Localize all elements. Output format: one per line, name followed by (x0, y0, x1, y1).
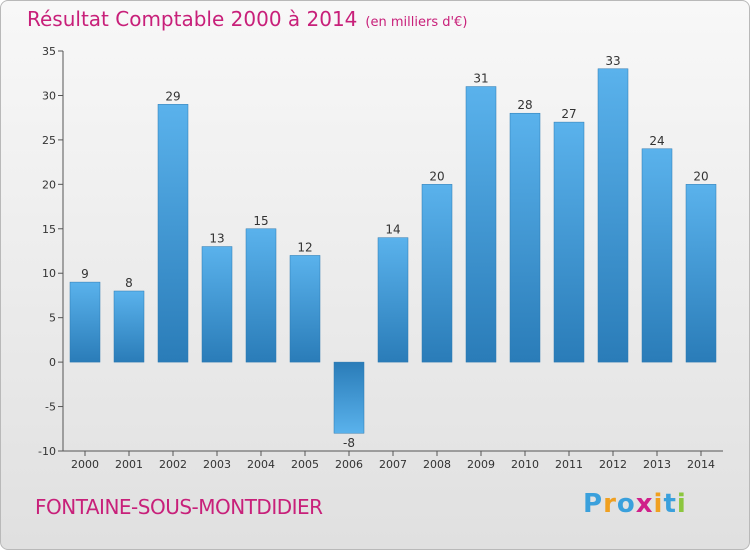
chart-title: Résultat Comptable 2000 à 2014 (en millie… (27, 7, 467, 31)
logo-letter: o (616, 489, 636, 519)
x-tick-label: 2010 (511, 458, 539, 471)
y-tick-label: -10 (38, 445, 56, 458)
x-tick-label: 2000 (71, 458, 99, 471)
y-tick-label: 15 (42, 223, 56, 236)
value-label-2005: 12 (297, 240, 312, 254)
y-tick-label: 30 (42, 89, 56, 102)
logo-letter: i (653, 489, 664, 519)
bar-2010 (509, 112, 541, 363)
chart-subtitle: (en milliers d'€) (365, 15, 468, 30)
logo-letter: r (603, 489, 617, 519)
commune-name: FONTAINE-SOUS-MONTDIDIER (35, 495, 323, 519)
value-label-2001: 8 (125, 276, 133, 290)
x-tick-label: 2014 (687, 458, 715, 471)
y-tick-label: 35 (42, 45, 56, 58)
y-tick-label: 25 (42, 134, 56, 147)
logo-letter: x (635, 489, 654, 519)
bar-2007 (377, 237, 409, 363)
x-tick-label: 2006 (335, 458, 363, 471)
value-label-2007: 14 (385, 223, 400, 237)
bar-2004 (245, 228, 277, 363)
bar-2001 (113, 290, 145, 363)
value-label-2006: -8 (343, 436, 355, 450)
x-tick-label: 2008 (423, 458, 451, 471)
y-tick-label: 0 (49, 356, 56, 369)
x-tick-label: 2009 (467, 458, 495, 471)
y-tick-label: 20 (42, 178, 56, 191)
bar-2014 (685, 184, 717, 363)
x-tick-label: 2002 (159, 458, 187, 471)
value-label-2003: 13 (209, 232, 224, 246)
chart-axes: -10 -5 0 5 10 15 20 25 30 35 2000 2001 2002 2003 2004 2… (38, 45, 723, 471)
value-label-2010: 28 (517, 98, 532, 112)
bar-2002 (157, 104, 189, 363)
chart-value-labels: 9 8 29 13 15 12 -8 14 20 31 28 27 33 24 20 (81, 54, 708, 450)
value-label-2012: 33 (605, 54, 620, 68)
bar-2003 (201, 246, 233, 363)
value-label-2004: 15 (253, 214, 268, 228)
x-tick-label: 2004 (247, 458, 275, 471)
bar-2006 (333, 361, 365, 434)
chart-bars (69, 68, 717, 434)
logo-letter: P (583, 489, 604, 519)
x-tick-label: 2007 (379, 458, 407, 471)
value-label-2002: 29 (165, 89, 180, 103)
y-tick-label: 5 (49, 312, 56, 325)
x-tick-label: 2013 (643, 458, 671, 471)
value-label-2011: 27 (561, 107, 576, 121)
bar-2011 (553, 121, 585, 363)
proxiti-logo: Proxiti (583, 489, 687, 519)
x-tick-label: 2011 (555, 458, 583, 471)
bar-2008 (421, 184, 453, 363)
bar-2005 (289, 255, 321, 363)
x-tick-label: 2003 (203, 458, 231, 471)
bar-2012 (597, 68, 629, 363)
logo-letter: t (663, 489, 677, 519)
value-label-2014: 20 (693, 169, 708, 183)
x-tick-label: 2001 (115, 458, 143, 471)
bar-2000 (69, 281, 101, 363)
x-tick-label: 2005 (291, 458, 319, 471)
x-tick-label: 2012 (599, 458, 627, 471)
y-tick-label: 10 (42, 267, 56, 280)
logo-letter: i (676, 489, 687, 519)
bar-2009 (465, 86, 497, 363)
bar-2013 (641, 148, 673, 363)
value-label-2013: 24 (649, 134, 664, 148)
chart-title-text: Résultat Comptable 2000 à 2014 (27, 7, 358, 31)
y-tick-label: -5 (45, 401, 56, 414)
value-label-2008: 20 (429, 169, 444, 183)
value-label-2000: 9 (81, 267, 89, 281)
value-label-2009: 31 (473, 72, 488, 86)
